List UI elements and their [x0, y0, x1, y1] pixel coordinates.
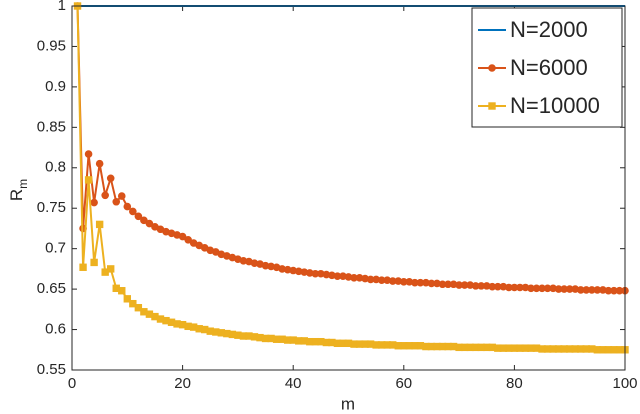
- x-tick-label: 0: [68, 375, 76, 392]
- data-point: [184, 235, 192, 244]
- data-point: [90, 198, 98, 207]
- y-axis-label: Rm: [7, 179, 30, 201]
- axes-box: [71, 5, 626, 371]
- data-point: [95, 159, 104, 168]
- x-tick-label: 20: [174, 375, 191, 392]
- data-point: [178, 232, 187, 241]
- legend-marker: [488, 102, 496, 110]
- y-tick-label: 0.65: [37, 280, 66, 297]
- data-point: [123, 202, 132, 211]
- data-point: [134, 212, 143, 221]
- y-tick-label: 0.55: [37, 361, 66, 378]
- x-tick-label: 80: [506, 375, 523, 392]
- legend-label: N=6000: [510, 55, 588, 80]
- y-tick-label: 0.6: [45, 321, 66, 338]
- data-point: [117, 192, 126, 200]
- y-axis-label-base: R: [7, 189, 26, 201]
- data-point: [145, 219, 154, 228]
- data-point: [129, 207, 137, 216]
- legend-label: N=2000: [510, 17, 588, 42]
- data-point: [112, 197, 121, 206]
- y-axis-label-subscript: m: [16, 179, 30, 189]
- x-tick-label: 40: [285, 375, 302, 392]
- legend: N=2000 N=6000 N=10000: [471, 7, 623, 128]
- x-axis-label: m: [341, 394, 355, 413]
- data-point: [101, 191, 109, 200]
- data-point: [95, 220, 104, 229]
- data-point: [90, 258, 98, 267]
- data-point: [129, 299, 137, 308]
- data-point: [134, 304, 143, 312]
- legend-label: N=10000: [510, 93, 600, 118]
- data-point: [123, 295, 131, 303]
- data-point: [118, 287, 126, 295]
- x-tick-label: 60: [395, 375, 412, 392]
- data-point: [84, 150, 93, 158]
- y-tick-label: 0.75: [37, 199, 66, 216]
- y-tick-label: 0.8: [45, 159, 66, 176]
- y-tick-label: 0.85: [37, 118, 66, 135]
- data-point: [84, 176, 93, 184]
- data-point: [107, 265, 115, 273]
- y-tick-label: 0.95: [37, 37, 66, 54]
- y-tick-label: 1: [58, 0, 66, 14]
- y-tick-label: 0.7: [45, 240, 66, 257]
- data-point: [106, 174, 115, 183]
- y-tick-label: 0.9: [45, 78, 66, 95]
- legend-marker: [488, 64, 496, 72]
- data-point: [140, 216, 148, 225]
- x-tick-label: 100: [612, 375, 637, 392]
- data-point: [79, 263, 87, 271]
